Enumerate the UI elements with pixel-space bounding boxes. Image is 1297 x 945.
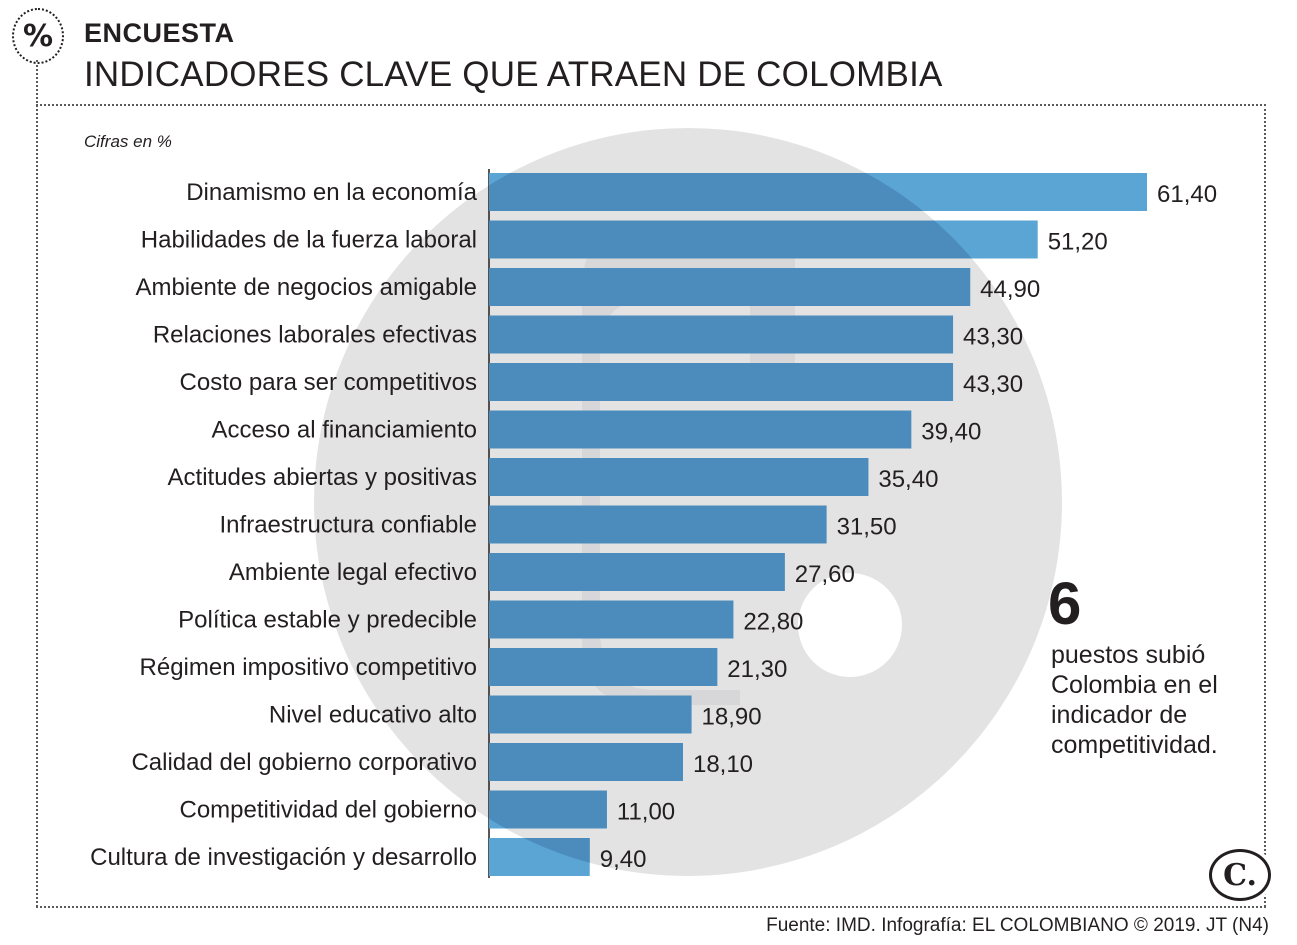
category-label: Política estable y predecible bbox=[178, 607, 477, 634]
value-label: 27,60 bbox=[795, 561, 855, 588]
bar-overlap-shade bbox=[489, 790, 607, 829]
category-label: Infraestructura confiable bbox=[220, 512, 477, 539]
category-label: Dinamismo en la economía bbox=[186, 179, 477, 206]
category-label: Habilidades de la fuerza laboral bbox=[141, 227, 477, 254]
value-label: 51,20 bbox=[1048, 229, 1108, 256]
value-label: 39,40 bbox=[921, 419, 981, 446]
value-label: 22,80 bbox=[743, 609, 803, 636]
frame-right-border bbox=[1264, 104, 1266, 907]
category-label: Cultura de investigación y desarrollo bbox=[90, 844, 477, 871]
value-label: 43,30 bbox=[963, 371, 1023, 398]
percent-badge-icon: % bbox=[12, 8, 64, 64]
bar-overlap-shade bbox=[489, 363, 954, 401]
bar-overlap-shade bbox=[489, 648, 718, 686]
value-label: 21,30 bbox=[727, 656, 787, 683]
value-label: 44,90 bbox=[980, 276, 1040, 303]
value-label: 43,30 bbox=[963, 324, 1023, 351]
frame-bottom-border bbox=[36, 906, 1266, 908]
section-kicker: ENCUESTA bbox=[84, 18, 235, 48]
callout-number: 6 bbox=[1048, 570, 1082, 637]
bar-overlap-shade bbox=[489, 695, 692, 734]
bar-overlap-shade bbox=[489, 268, 971, 306]
category-label: Régimen impositivo competitivo bbox=[140, 654, 477, 681]
frame-top-border bbox=[36, 104, 1266, 106]
value-label: 9,40 bbox=[600, 846, 647, 873]
category-label: Ambiente legal efectivo bbox=[229, 559, 477, 586]
callout-text: puestos subió Colombia en el indicador d… bbox=[1051, 641, 1218, 759]
category-label: Competitividad del gobierno bbox=[179, 797, 477, 824]
logo-mark: C. bbox=[1209, 849, 1271, 901]
chart-title: INDICADORES CLAVE QUE ATRAEN DE COLOMBIA bbox=[84, 55, 943, 94]
category-label: Calidad del gobierno corporativo bbox=[131, 749, 477, 776]
category-label: Actitudes abiertas y positivas bbox=[168, 464, 477, 491]
bar-overlap-shade bbox=[489, 553, 785, 591]
percent-symbol: % bbox=[22, 18, 54, 54]
bar-overlap-shade bbox=[489, 458, 869, 496]
bar-overlap-shade bbox=[489, 505, 827, 544]
value-label: 11,00 bbox=[617, 799, 675, 826]
value-label: 31,50 bbox=[837, 514, 897, 541]
category-label: Nivel educativo alto bbox=[269, 702, 477, 729]
value-label: 18,90 bbox=[702, 704, 762, 731]
bar-overlap-shade bbox=[489, 600, 734, 639]
category-label: Ambiente de negocios amigable bbox=[135, 274, 477, 301]
value-label: 61,40 bbox=[1157, 181, 1217, 208]
category-label: Relaciones laborales efectivas bbox=[153, 322, 477, 349]
category-label: Costo para ser competitivos bbox=[180, 369, 477, 396]
source-credit: Fuente: IMD. Infografía: EL COLOMBIANO ©… bbox=[766, 915, 1269, 936]
watermark-circle bbox=[314, 128, 1062, 876]
category-label: Acceso al financiamiento bbox=[212, 417, 477, 444]
units-note: Cifras en % bbox=[84, 132, 172, 151]
el-colombiano-logo: C. bbox=[1205, 846, 1275, 904]
bar-overlap-shade bbox=[489, 743, 683, 781]
watermark-dot bbox=[798, 573, 902, 677]
bar-overlap-shade bbox=[489, 315, 954, 354]
bar-overlap-shade bbox=[489, 410, 912, 449]
value-label: 35,40 bbox=[878, 466, 938, 493]
value-label: 18,10 bbox=[693, 751, 753, 778]
frame-left-border bbox=[36, 60, 38, 907]
